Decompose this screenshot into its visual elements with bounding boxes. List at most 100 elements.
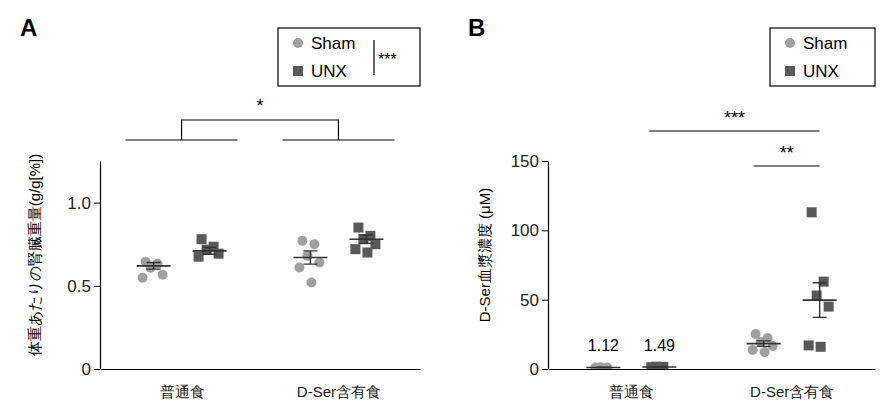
legend-marker <box>785 66 795 76</box>
error-bar <box>203 248 217 255</box>
point <box>294 262 304 272</box>
point <box>314 258 324 268</box>
legend-marker <box>785 38 795 48</box>
legend: Sham UNX *** <box>278 28 420 86</box>
point <box>306 277 316 287</box>
x-tick-label: D-Ser含有食 <box>750 383 834 400</box>
mean-line <box>586 367 620 369</box>
plot-area <box>586 207 836 369</box>
legend-label: Sham <box>311 34 355 53</box>
error-bar <box>359 235 373 243</box>
significance-line <box>649 130 819 131</box>
error-bar <box>596 367 610 369</box>
legend-label: UNX <box>803 62 839 81</box>
significance-label: *** <box>724 108 745 128</box>
legend-marker <box>293 38 303 48</box>
series <box>642 207 836 369</box>
x-tick-label: 普通食 <box>609 383 654 400</box>
legend: Sham UNX <box>770 28 875 86</box>
series <box>137 236 328 288</box>
legend-label: UNX <box>311 62 347 81</box>
mean-line <box>642 366 676 368</box>
x-tick: D-Ser含有食 <box>297 369 381 400</box>
point <box>158 270 168 280</box>
series <box>586 329 780 369</box>
point <box>353 223 363 233</box>
mean-label: 1.49 <box>644 337 675 354</box>
error-bar <box>303 251 317 264</box>
y-tick: 100 <box>511 221 548 240</box>
point <box>651 362 661 369</box>
x-axis: 普通食 D-Ser含有食 <box>101 369 421 400</box>
x-tick-label: D-Ser含有食 <box>297 383 381 400</box>
x-tick-label: 普通食 <box>160 383 205 400</box>
error-bar <box>652 366 666 368</box>
significance-label: * <box>256 96 263 116</box>
y-tick: 1.0 <box>67 194 100 213</box>
y-tick-label: 50 <box>520 291 539 310</box>
y-axis-title: 体重あたりの腎臓重量(g/g[%]) <box>26 154 43 357</box>
point <box>362 248 372 258</box>
y-tick: 150 <box>511 152 548 171</box>
significance-line <box>754 165 820 166</box>
mean-label: 1.12 <box>588 337 619 354</box>
y-tick-mark <box>542 230 548 231</box>
point <box>138 273 148 283</box>
error-bar <box>757 341 771 347</box>
point <box>197 234 207 244</box>
legend-bracket <box>373 40 374 75</box>
error-bar <box>147 263 161 270</box>
significance-label: ** <box>780 143 794 163</box>
point <box>816 342 826 352</box>
y-axis: 0 50 100 150 <box>511 152 549 379</box>
y-tick-mark <box>94 203 100 204</box>
y-tick-label: 100 <box>511 221 539 240</box>
y-axis: 0 0.5 1.0 <box>67 162 100 379</box>
point <box>194 252 204 262</box>
panel: A 0 0.5 1.0 普通食 D-Ser含有食 体重あたりの腎臓重量(g/g[%]) * Sh… <box>20 14 421 400</box>
y-tick-mark <box>94 286 100 287</box>
y-tick-mark <box>542 300 548 301</box>
legend-label: Sham <box>803 34 847 53</box>
legend-note: *** <box>378 51 397 68</box>
y-tick-label: 1.0 <box>67 194 91 213</box>
plot-area <box>137 223 384 288</box>
point <box>297 236 307 246</box>
legend-box <box>770 28 875 86</box>
error-bar <box>813 283 827 318</box>
significance-bracket <box>126 120 395 140</box>
y-axis-line <box>100 162 101 370</box>
y-tick-label: 150 <box>511 152 539 171</box>
point <box>748 345 758 355</box>
series <box>193 223 384 262</box>
x-axis: 普通食 D-Ser含有食 <box>549 369 876 400</box>
y-tick: 50 <box>520 291 548 310</box>
point <box>350 244 360 254</box>
point <box>824 302 834 312</box>
y-axis-title: D-Ser血漿濃度 (μM) <box>476 188 493 322</box>
y-tick: 0 <box>82 360 100 379</box>
panel-label: B <box>468 14 485 41</box>
x-tick: 普通食 <box>609 369 654 400</box>
y-tick: 0.5 <box>67 277 100 296</box>
y-axis-line <box>548 162 549 370</box>
point <box>804 340 814 350</box>
figure: A 0 0.5 1.0 普通食 D-Ser含有食 体重あたりの腎臓重量(g/g[%]) * Sh… <box>0 0 887 419</box>
x-axis-line <box>549 369 876 370</box>
x-axis-line <box>101 369 421 370</box>
panel-label: A <box>20 14 37 41</box>
y-tick: 0 <box>530 360 548 379</box>
y-tick-label: 0 <box>82 360 91 379</box>
point <box>807 207 817 217</box>
y-tick-mark <box>542 161 548 162</box>
x-tick: D-Ser含有食 <box>750 369 834 400</box>
y-tick-mark <box>542 369 548 370</box>
point <box>309 239 319 249</box>
point <box>760 347 770 357</box>
panel: B 0 50 100 150 普通食 D-Ser含有食 D-Ser血漿濃度 (μM) 1.12 1… <box>468 14 876 400</box>
x-tick: 普通食 <box>160 369 205 400</box>
legend-box <box>278 28 420 86</box>
y-tick-label: 0.5 <box>67 277 91 296</box>
legend-marker <box>293 66 303 76</box>
y-tick-label: 0 <box>530 360 539 379</box>
